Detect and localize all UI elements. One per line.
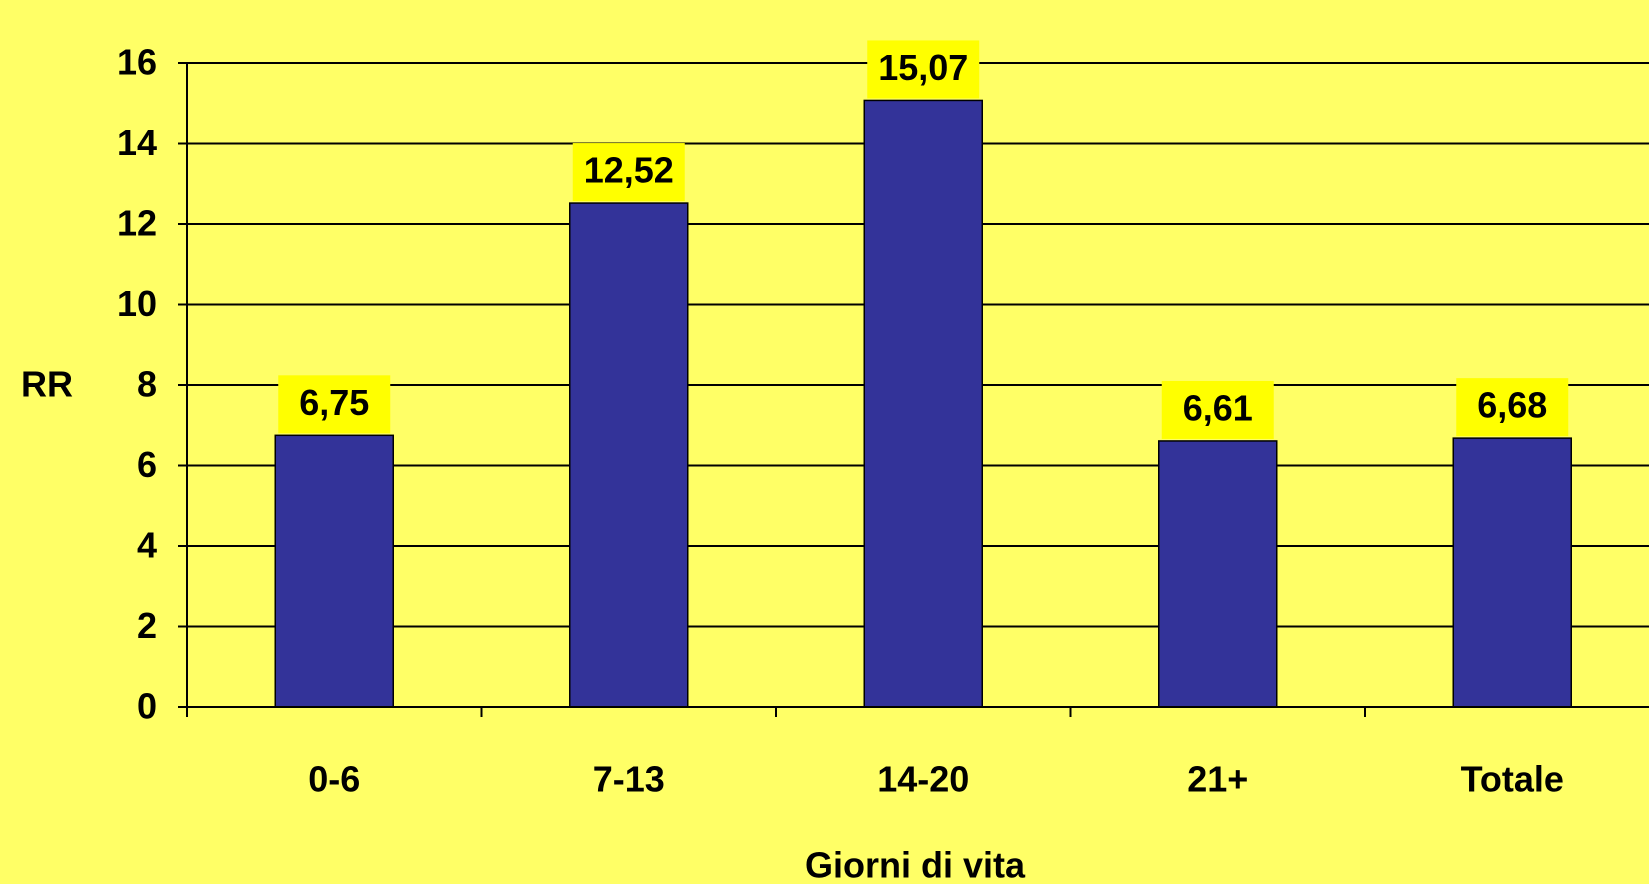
y-tick-label: 8	[137, 364, 157, 405]
value-label-bg	[278, 375, 391, 434]
bar	[274, 434, 394, 708]
y-axis-title: RR	[21, 364, 73, 405]
bar	[1158, 440, 1278, 708]
x-axis-title: Giorni di vita	[805, 845, 1026, 884]
bar	[1452, 437, 1572, 708]
x-tick-label: 7-13	[593, 759, 665, 800]
y-tick-label: 4	[137, 525, 157, 566]
value-label: 12,52	[584, 150, 674, 191]
x-tick-label: 0-6	[308, 759, 360, 800]
y-tick-label: 14	[117, 122, 157, 163]
y-tick-label: 10	[117, 283, 157, 324]
value-label-bg	[572, 143, 685, 202]
y-tick-label: 12	[117, 203, 157, 244]
y-tick-label: 2	[137, 605, 157, 646]
y-tick-label: 0	[137, 686, 157, 727]
value-label: 6,68	[1477, 385, 1547, 426]
bar	[863, 99, 983, 708]
value-label-bg	[1161, 380, 1274, 439]
value-label: 6,61	[1183, 387, 1253, 428]
value-label: 6,75	[299, 382, 369, 423]
value-label: 15,07	[878, 47, 968, 88]
bar	[569, 202, 689, 708]
y-tick-label: 6	[137, 444, 157, 485]
x-tick-label: 21+	[1187, 759, 1248, 800]
value-label-bg	[1456, 378, 1569, 437]
x-tick-label: 14-20	[877, 759, 969, 800]
y-tick-label: 16	[117, 42, 157, 83]
x-tick-label: Totale	[1461, 759, 1564, 800]
value-label-bg	[867, 40, 980, 99]
